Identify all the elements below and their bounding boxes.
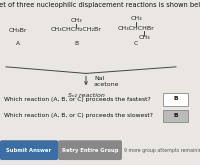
Text: Submit Answer: Submit Answer (6, 148, 52, 153)
Text: B: B (173, 113, 178, 118)
Text: CH₃CHCH₂CH₂Br: CH₃CHCH₂CH₂Br (51, 27, 101, 32)
Text: B: B (173, 97, 178, 101)
Text: A set of three nucleophilic displacement reactions is shown below:: A set of three nucleophilic displacement… (0, 2, 200, 8)
Text: B: B (74, 41, 78, 46)
FancyBboxPatch shape (0, 140, 58, 160)
Text: A: A (16, 41, 20, 46)
Text: NaI: NaI (94, 76, 104, 81)
Text: 9 more group attempts remaining: 9 more group attempts remaining (124, 148, 200, 153)
Text: CH₃Br: CH₃Br (9, 28, 27, 33)
Text: CH₃: CH₃ (138, 35, 150, 40)
FancyBboxPatch shape (58, 140, 122, 160)
Text: Which reaction (A, B, or C) proceeds the slowest?: Which reaction (A, B, or C) proceeds the… (4, 113, 153, 118)
Text: CH₃: CH₃ (70, 18, 82, 23)
Text: C: C (134, 41, 138, 46)
Text: acetone: acetone (94, 82, 120, 87)
FancyBboxPatch shape (163, 93, 188, 106)
Text: Retry Entire Group: Retry Entire Group (62, 148, 118, 153)
Text: Sₙ₂ reaction: Sₙ₂ reaction (68, 93, 104, 98)
Text: CH₃: CH₃ (130, 16, 142, 21)
Text: CH₃CHCHBr: CH₃CHCHBr (118, 26, 154, 31)
Text: Which reaction (A, B, or C) proceeds the fastest?: Which reaction (A, B, or C) proceeds the… (4, 97, 151, 101)
FancyBboxPatch shape (163, 110, 188, 122)
